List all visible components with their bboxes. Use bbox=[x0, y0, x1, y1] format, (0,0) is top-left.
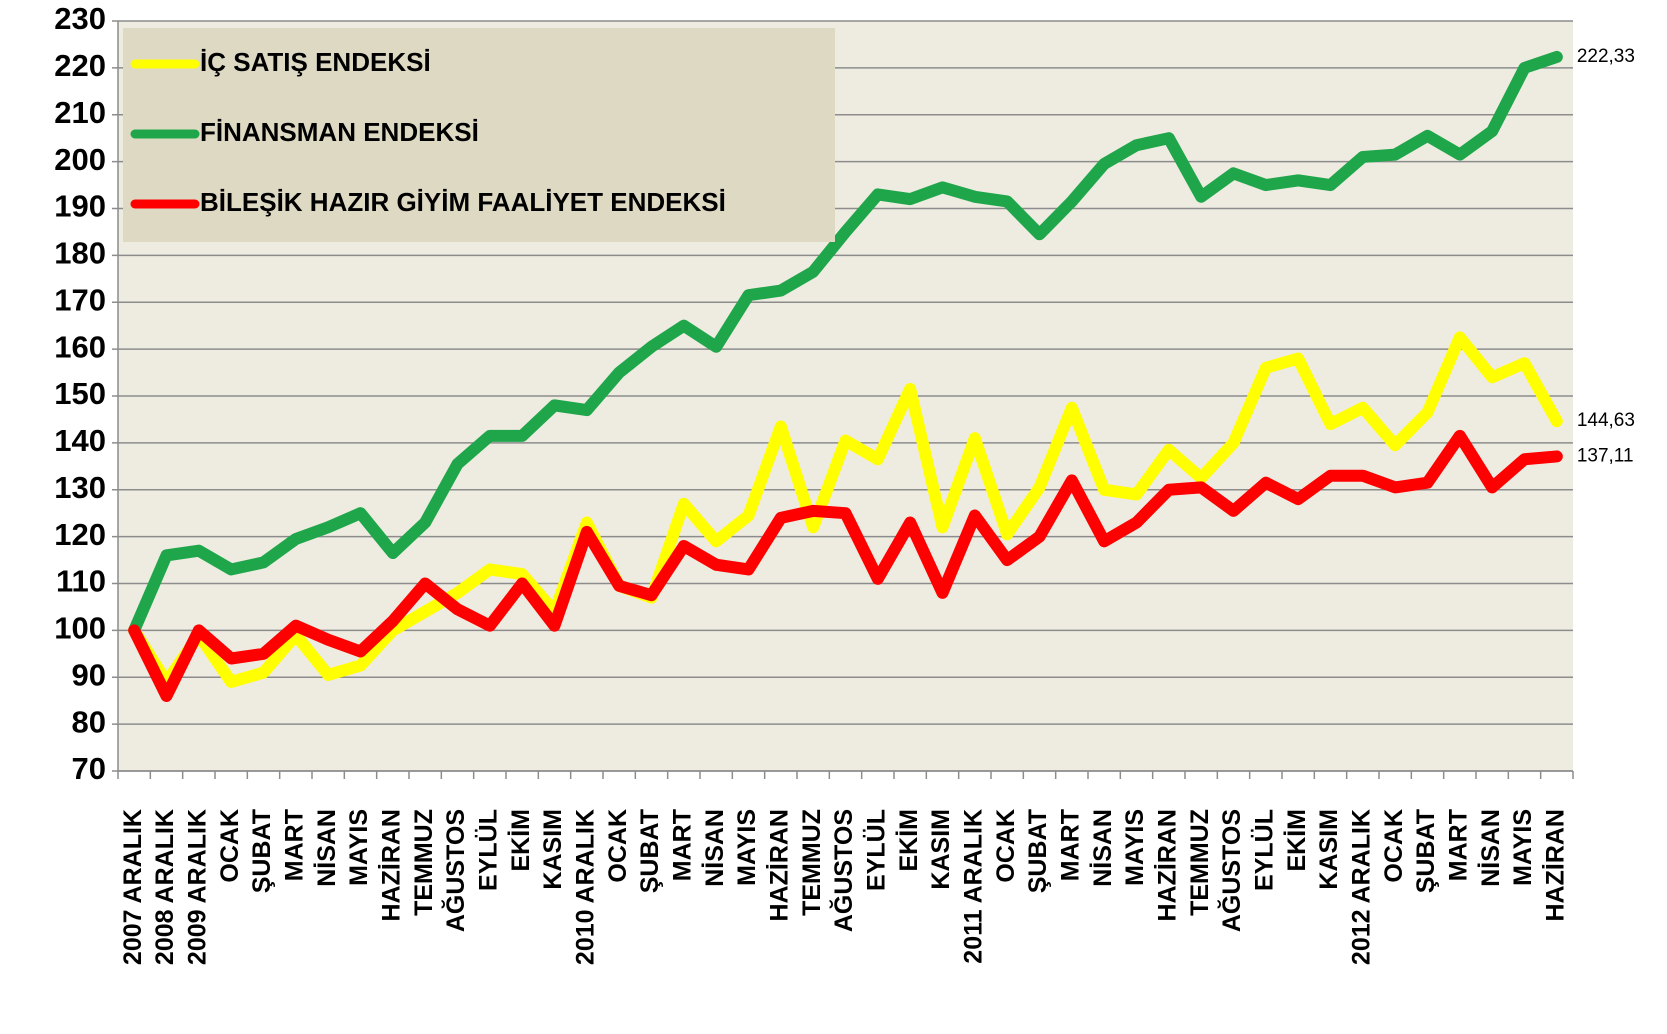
legend-label: FİNANSMAN ENDEKSİ bbox=[200, 117, 479, 147]
x-tick-label: KASIM bbox=[1315, 809, 1343, 890]
x-tick-label: MART bbox=[1056, 809, 1084, 881]
x-tick-label: NİSAN bbox=[1477, 809, 1505, 887]
y-tick-label: 170 bbox=[54, 282, 106, 317]
series-line bbox=[128, 50, 1563, 637]
y-tick-label: 200 bbox=[54, 142, 106, 177]
series-line bbox=[128, 429, 1563, 702]
x-tick-label: ŞUBAT bbox=[248, 809, 276, 893]
series-line bbox=[128, 331, 1563, 688]
x-tick-label: EYLÜL bbox=[1249, 809, 1278, 891]
x-tick-label: OCAK bbox=[604, 809, 632, 883]
legend-label: İÇ SATIŞ ENDEKSİ bbox=[200, 47, 431, 77]
x-tick-label: EYLÜL bbox=[861, 809, 890, 891]
x-tick-label: EKİM bbox=[1283, 809, 1311, 872]
x-tick-label: NİSAN bbox=[701, 809, 729, 887]
x-tick-label: KASIM bbox=[927, 809, 955, 890]
y-tick-label: 100 bbox=[54, 611, 106, 646]
x-tick-label: MAYIS bbox=[345, 809, 373, 886]
y-tick-label: 130 bbox=[54, 470, 106, 505]
y-tick-label: 70 bbox=[72, 751, 106, 786]
legend-box bbox=[123, 28, 835, 242]
x-tick-label: 2012 ARALIK bbox=[1347, 809, 1375, 965]
y-tick-label: 190 bbox=[54, 189, 106, 224]
x-tick-label: OCAK bbox=[992, 809, 1020, 883]
x-tick-label: HAZİRAN bbox=[765, 809, 793, 922]
y-tick-label: 160 bbox=[54, 329, 106, 364]
x-tick-label: 2011 ARALIK bbox=[959, 809, 987, 964]
x-tick-label: TEMMUZ bbox=[410, 809, 438, 916]
x-tick-label: TEMMUZ bbox=[798, 809, 826, 916]
x-tick-label: HAZİRAN bbox=[377, 809, 405, 922]
x-tick-label: OCAK bbox=[1380, 809, 1408, 883]
x-tick-label: HAZİRAN bbox=[1153, 809, 1181, 922]
data-label: 137,11 bbox=[1577, 445, 1634, 466]
y-tick-label: 150 bbox=[54, 376, 106, 411]
x-tick-label: EKİM bbox=[507, 809, 535, 872]
x-tick-label: EYLÜL bbox=[473, 809, 502, 891]
x-tick-label: MART bbox=[280, 809, 308, 881]
x-tick-label: 2007 ARALIK bbox=[119, 809, 147, 965]
x-tick-label: MAYIS bbox=[1509, 809, 1537, 886]
y-tick-label: 220 bbox=[54, 48, 106, 83]
x-tick-label: MAYIS bbox=[733, 809, 761, 886]
x-tick-label: MAYIS bbox=[1121, 809, 1149, 886]
x-tick-label: MART bbox=[668, 809, 696, 881]
x-tick-label: AĞUSTOS bbox=[1217, 809, 1246, 932]
x-tick-label: TEMMUZ bbox=[1186, 809, 1214, 916]
y-tick-label: 180 bbox=[54, 236, 106, 271]
data-label: 144,63 bbox=[1577, 410, 1635, 431]
x-tick-label: MART bbox=[1444, 809, 1472, 881]
y-tick-label: 90 bbox=[72, 657, 106, 692]
y-tick-label: 140 bbox=[54, 423, 106, 458]
y-tick-label: 210 bbox=[54, 95, 106, 130]
x-tick-label: HAZİRAN bbox=[1541, 809, 1569, 922]
x-tick-label: AĞUSTOS bbox=[441, 809, 470, 932]
x-tick-label: ŞUBAT bbox=[636, 809, 664, 893]
y-tick-label: 110 bbox=[56, 564, 106, 599]
x-tick-label: 2010 ARALIK bbox=[571, 809, 599, 965]
y-tick-label: 230 bbox=[54, 1, 106, 36]
y-tick-label: 120 bbox=[54, 517, 106, 552]
legend-label: BİLEŞİK HAZIR GİYİM FAALİYET ENDEKSİ bbox=[200, 187, 726, 217]
x-tick-label: NİSAN bbox=[1089, 809, 1117, 887]
x-tick-label: ŞUBAT bbox=[1024, 809, 1052, 893]
x-tick-label: ŞUBAT bbox=[1412, 809, 1440, 893]
x-tick-label: 2008 ARALIK bbox=[151, 809, 179, 965]
x-tick-label: AĞUSTOS bbox=[829, 809, 858, 932]
y-tick-label: 80 bbox=[72, 704, 106, 739]
x-tick-label: NİSAN bbox=[313, 809, 341, 887]
x-tick-label: EKİM bbox=[895, 809, 923, 872]
x-tick-label: OCAK bbox=[216, 809, 244, 883]
x-tick-label: KASIM bbox=[539, 809, 567, 890]
data-label: 222,33 bbox=[1577, 46, 1635, 67]
x-tick-label: 2009 ARALIK bbox=[183, 809, 211, 965]
